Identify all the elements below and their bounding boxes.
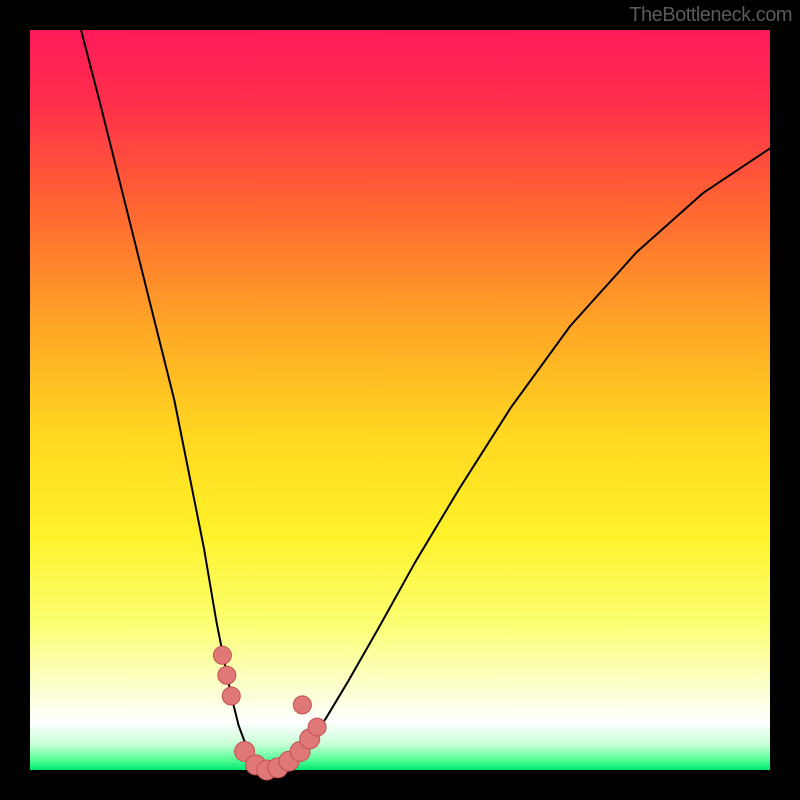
chart-svg [0, 0, 800, 800]
data-marker [218, 666, 236, 684]
data-marker [293, 696, 311, 714]
chart-plot-area [30, 30, 770, 770]
data-marker [213, 646, 231, 664]
bottleneck-chart: TheBottleneck.com [0, 0, 800, 800]
watermark-text: TheBottleneck.com [629, 4, 792, 27]
data-marker [308, 718, 326, 736]
data-marker [222, 687, 240, 705]
